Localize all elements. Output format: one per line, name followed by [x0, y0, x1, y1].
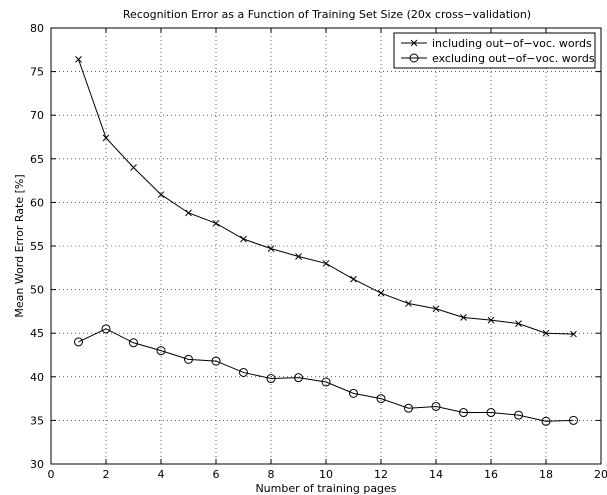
data-point-excluding: [184, 354, 193, 364]
data-point-including: [295, 253, 302, 260]
chart-title: Recognition Error as a Function of Train…: [123, 8, 531, 21]
data-point-including: [157, 191, 165, 198]
data-point-including: [405, 300, 412, 307]
y-tick-label: 70: [30, 109, 44, 122]
data-point-including: [102, 134, 110, 142]
data-point-including: [350, 275, 357, 283]
y-tick-label: 45: [30, 327, 44, 340]
x-tick-label: 8: [268, 468, 275, 481]
axis-ticks: 0 2 4 6 8 10 12 14 16 18 20 30 35 40 45 50 55 60 65 70 75 80: [30, 22, 607, 481]
legend: including out−of−voc. words excluding ou…: [393, 32, 596, 69]
x-tick-label: 20: [594, 468, 607, 481]
data-point-excluding: [266, 374, 276, 384]
legend-marker-o: [409, 53, 419, 63]
legend-circle-marker-icon: [409, 53, 419, 63]
x-tick-label: 6: [213, 468, 220, 481]
y-tick-label: 75: [30, 66, 44, 79]
data-point-including: [460, 314, 467, 321]
data-point-including: [570, 330, 577, 338]
data-point-excluding: [239, 367, 248, 377]
data-point-including: [130, 164, 137, 171]
data-point-including: [377, 289, 385, 297]
data-point-including: [240, 235, 247, 243]
grid: [51, 28, 601, 464]
data-point-including: [75, 56, 82, 63]
x-tick-label: 16: [484, 468, 498, 481]
axes-box: [50, 27, 602, 465]
data-point-including: [185, 209, 192, 217]
y-tick-label: 60: [30, 196, 44, 209]
data-point-excluding: [129, 338, 138, 348]
data-point-excluding: [294, 373, 303, 383]
legend-label-excluding: excluding out−of−voc. words: [432, 52, 595, 65]
data-point-excluding: [459, 408, 468, 418]
y-tick-label: 40: [30, 371, 44, 384]
y-tick-label: 50: [30, 284, 44, 297]
legend-box: [393, 32, 596, 69]
y-tick-label: 80: [30, 22, 44, 35]
data-point-excluding: [486, 408, 496, 418]
y-tick-label: 65: [30, 153, 44, 166]
x-tick-label: 14: [429, 468, 443, 481]
y-tick-label: 35: [30, 414, 44, 427]
data-point-including: [267, 245, 275, 252]
data-point-excluding: [569, 415, 578, 425]
data-point-excluding: [101, 324, 111, 334]
x-tick-label: 0: [48, 468, 55, 481]
x-tick-label: 4: [158, 468, 165, 481]
data-point-excluding: [321, 377, 331, 387]
x-tick-label: 10: [319, 468, 333, 481]
data-point-excluding: [541, 416, 551, 426]
data-point-excluding: [74, 337, 83, 347]
series-line-excluding: [78, 328, 574, 422]
data-point-excluding: [514, 410, 523, 420]
data-point-including: [515, 320, 522, 327]
data-point-including: [212, 219, 220, 227]
legend-marker-x: [410, 39, 418, 47]
data-point-excluding: [156, 346, 166, 356]
legend-x-marker-icon: [410, 39, 418, 47]
x-tick-label: 18: [539, 468, 553, 481]
data-point-excluding: [431, 401, 441, 411]
y-tick-label: 30: [30, 458, 44, 471]
y-tick-label: 55: [30, 240, 44, 253]
x-tick-label: 2: [103, 468, 110, 481]
y-axis-label: Mean Word Error Rate [%]: [13, 174, 26, 317]
data-point-including: [487, 316, 495, 324]
data-point-excluding: [404, 403, 413, 413]
data-point-excluding: [349, 388, 358, 398]
x-axis-label: Number of training pages: [255, 482, 396, 495]
data-point-excluding: [376, 394, 386, 404]
data-point-including: [322, 260, 330, 267]
data-point-including: [432, 305, 440, 313]
plot-area: [74, 56, 578, 426]
data-point-including: [542, 329, 550, 337]
x-tick-label: 12: [374, 468, 388, 481]
legend-label-including: including out−of−voc. words: [432, 37, 592, 50]
data-point-excluding: [211, 356, 221, 366]
